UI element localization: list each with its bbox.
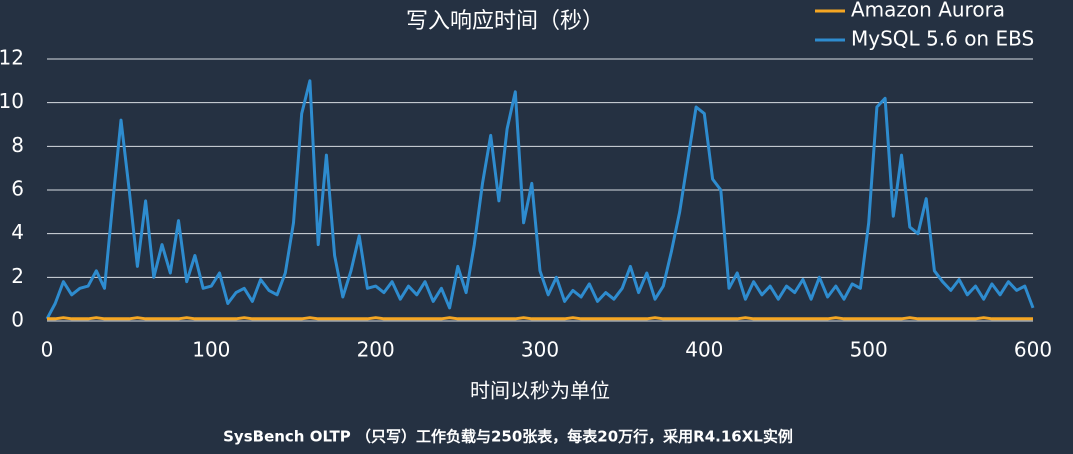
x-tick-label: 600 <box>1014 338 1052 362</box>
y-tick-label: 0 <box>11 308 24 332</box>
x-axis-label: 时间以秒为单位 <box>470 379 610 403</box>
chart-title: 写入响应时间（秒） <box>406 9 604 34</box>
y-tick-label: 12 <box>0 46 24 70</box>
x-tick-label: 100 <box>192 338 230 362</box>
legend-label: MySQL 5.6 on EBS <box>851 27 1034 51</box>
x-tick-label: 400 <box>685 338 723 362</box>
x-tick-label: 500 <box>850 338 888 362</box>
x-tick-label: 300 <box>521 338 559 362</box>
y-tick-label: 2 <box>11 264 24 288</box>
x-tick-label: 200 <box>357 338 395 362</box>
footnote: SysBench OLTP （只写）工作负载与250张表，每表20万行，采用R4… <box>223 428 793 446</box>
y-tick-label: 10 <box>0 89 24 113</box>
legend-label: Amazon Aurora <box>851 0 1005 22</box>
x-tick-label: 0 <box>41 338 54 362</box>
y-tick-label: 4 <box>11 220 24 244</box>
y-tick-label: 8 <box>11 133 24 157</box>
data-line <box>45 79 1035 320</box>
data-line <box>47 316 1033 321</box>
y-tick-label: 6 <box>11 177 24 201</box>
